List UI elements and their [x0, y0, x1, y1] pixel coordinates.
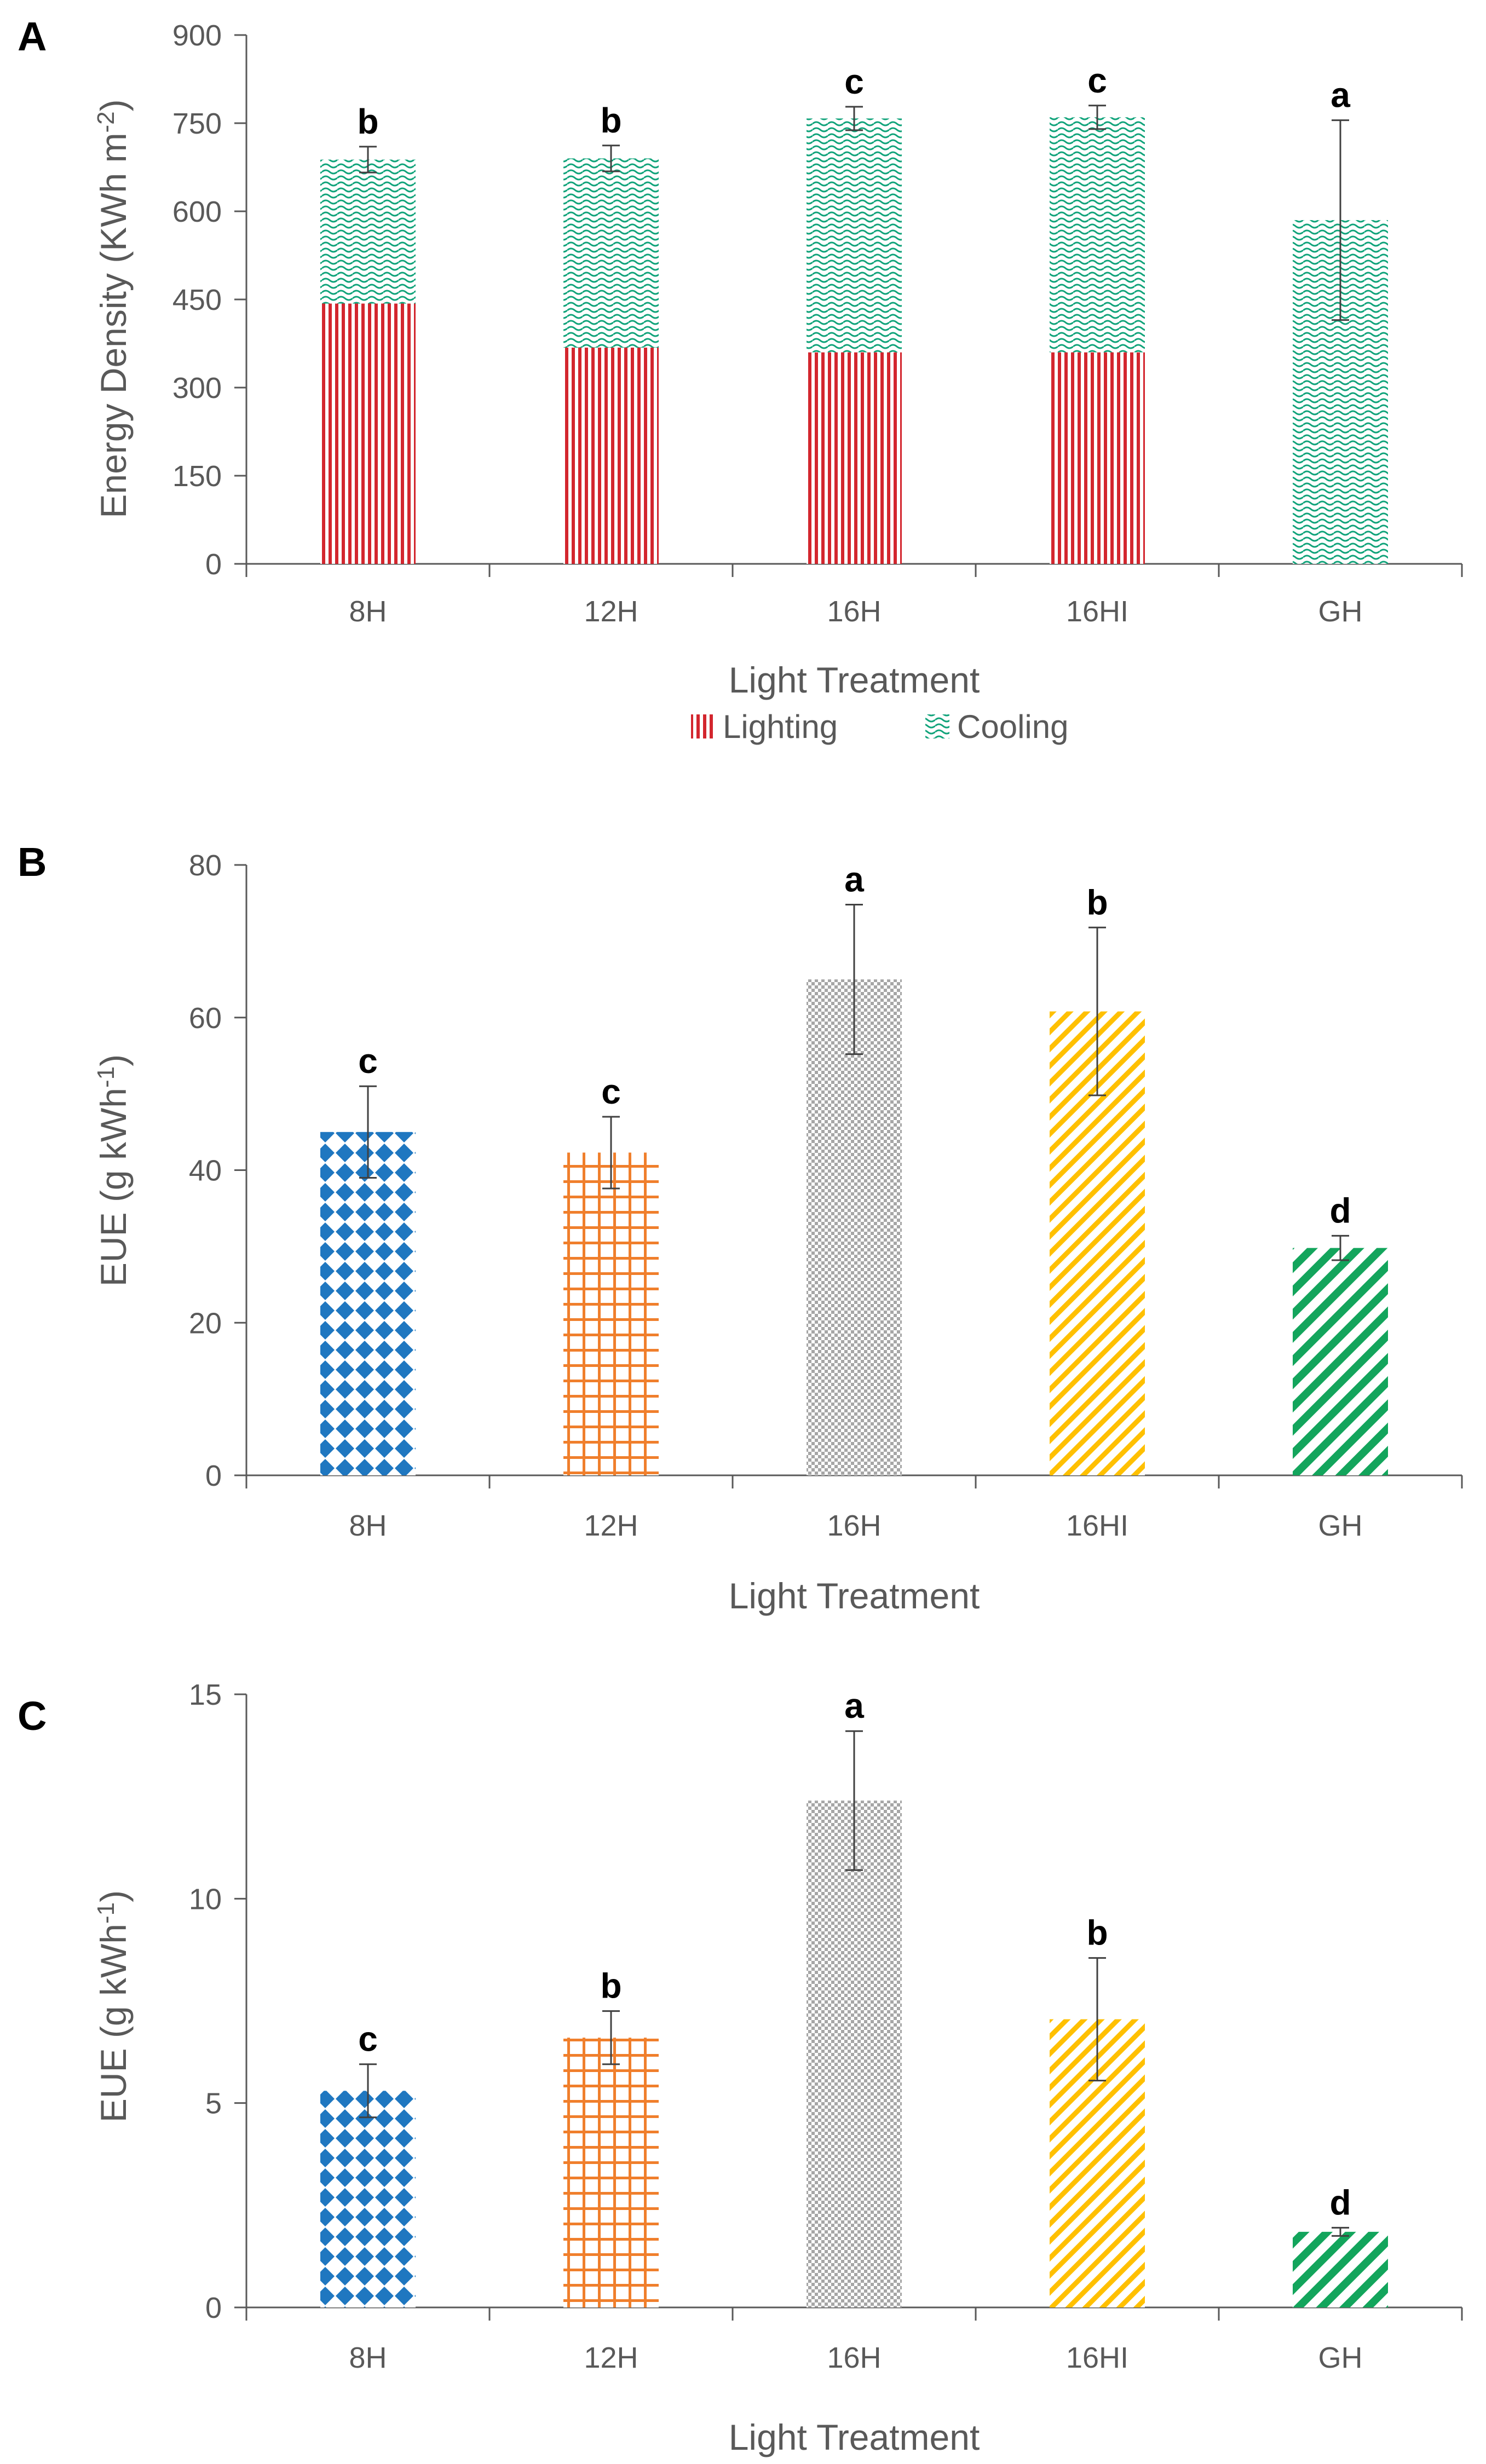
panel-c-xlabel: Light Treatment [729, 2417, 980, 2457]
legend-label-lighting: Lighting [723, 708, 838, 745]
x-tick-label: GH [1318, 1509, 1363, 1542]
y-tick-label: 5 [205, 2087, 222, 2120]
x-tick-label: 12H [584, 595, 638, 628]
significance-letter: c [1087, 61, 1107, 100]
significance-letter: a [1331, 76, 1350, 115]
x-tick-label: 8H [349, 1509, 387, 1542]
panel-c-bars: c b a b d [320, 1686, 1388, 2307]
x-tick-label: 16H [827, 2341, 881, 2374]
bar-lighting-12h [563, 348, 659, 564]
significance-letter: c [358, 2019, 378, 2059]
x-tick-label: GH [1318, 595, 1363, 628]
bar-cooling-16hi [1050, 117, 1145, 353]
x-tick-label: 8H [349, 2341, 387, 2374]
bar-gh [1293, 2231, 1388, 2307]
significance-letter: a [844, 859, 864, 899]
x-tick-label: 16HI [1066, 1509, 1128, 1542]
x-tick-label: 12H [584, 2341, 638, 2374]
panel-b-ylabel: EUE (g kWh-1) [93, 1054, 134, 1286]
bar-lighting-16hi [1050, 352, 1145, 564]
y-tick-label: 0 [205, 548, 222, 581]
panel-c: C EUE (g kWh-1) 0 5 10 15 8H 12H 16H 16HI GH c b a… [18, 1678, 1463, 2457]
y-tick-label: 900 [172, 19, 222, 52]
significance-letter: c [844, 62, 864, 101]
y-tick-label: 60 [189, 1002, 222, 1035]
x-tick-label: 12H [584, 1509, 638, 1542]
panel-a: A Energy Density (KWh m-2) 0 150 300 450 600… [18, 14, 1463, 745]
legend-swatch-cooling [925, 714, 949, 738]
bar-16h [807, 1801, 902, 2307]
panel-c-axes: 0 5 10 15 8H 12H 16H 16HI GH [189, 1678, 1463, 2374]
y-tick-label: 80 [189, 849, 222, 882]
panel-a-label: A [18, 14, 47, 59]
x-tick-label: 16H [827, 1509, 881, 1542]
x-tick-label: 16HI [1066, 2341, 1128, 2374]
significance-letter: d [1329, 1191, 1351, 1230]
y-tick-label: 10 [189, 1883, 222, 1915]
x-tick-label: GH [1318, 2341, 1363, 2374]
y-tick-label: 450 [172, 284, 222, 316]
y-tick-label: 150 [172, 460, 222, 493]
panel-a-axes: 0 150 300 450 600 750 900 8H 12H 16H 16HI GH [172, 19, 1463, 628]
panel-a-bars: b b c c a [320, 61, 1388, 564]
bar-gh [1293, 1248, 1388, 1475]
bar-cooling-8h [320, 159, 416, 304]
bar-cooling-12h [563, 158, 659, 348]
x-tick-label: 8H [349, 595, 387, 628]
significance-letter: d [1329, 2183, 1351, 2222]
bar-12h [563, 2038, 659, 2307]
y-tick-label: 600 [172, 195, 222, 228]
x-tick-label: 16HI [1066, 595, 1128, 628]
y-tick-label: 750 [172, 107, 222, 140]
significance-letter: c [358, 1041, 378, 1081]
legend-label-cooling: Cooling [957, 708, 1068, 745]
legend-swatch-lighting [691, 714, 715, 738]
legend: Lighting Cooling [691, 708, 1068, 745]
significance-letter: b [600, 101, 621, 140]
significance-letter: b [1086, 1913, 1108, 1953]
bar-16h [807, 979, 902, 1475]
panel-c-label: C [18, 1693, 47, 1739]
bar-12h [563, 1152, 659, 1475]
panel-a-ylabel: Energy Density (KWh m-2) [93, 99, 134, 518]
significance-letter: b [357, 102, 378, 141]
significance-letter: a [844, 1686, 864, 1726]
panel-a-xlabel: Light Treatment [729, 660, 980, 700]
bar-8h [320, 1132, 416, 1475]
bar-lighting-16h [807, 352, 902, 564]
significance-letter: b [1086, 882, 1108, 922]
significance-letter: b [600, 1966, 621, 2006]
bar-lighting-8h [320, 303, 416, 564]
y-tick-label: 15 [189, 1678, 222, 1711]
bar-8h [320, 2091, 416, 2307]
panel-c-ylabel: EUE (g kWh-1) [93, 1890, 134, 2122]
y-tick-label: 300 [172, 372, 222, 405]
x-tick-label: 16H [827, 595, 881, 628]
bar-cooling-16h [807, 118, 902, 353]
y-tick-label: 0 [205, 2292, 222, 2324]
y-tick-label: 0 [205, 1459, 222, 1492]
y-tick-label: 20 [189, 1307, 222, 1340]
panel-b-label: B [18, 839, 47, 885]
significance-letter: c [601, 1072, 621, 1111]
y-tick-label: 40 [189, 1155, 222, 1187]
panel-b-xlabel: Light Treatment [729, 1576, 980, 1616]
panel-b-bars: c c a b d [320, 859, 1388, 1475]
